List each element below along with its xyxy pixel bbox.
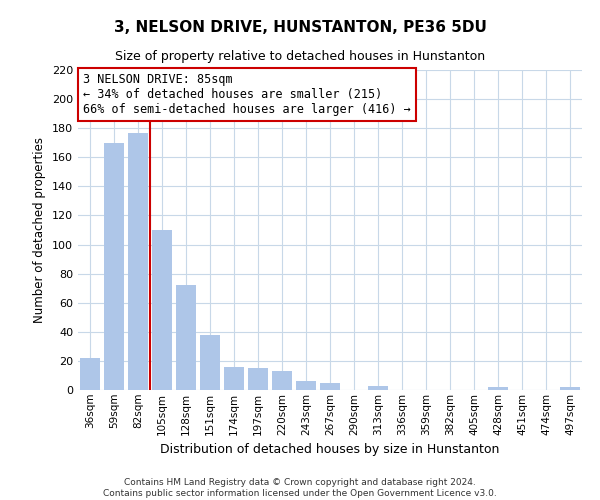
Text: 3 NELSON DRIVE: 85sqm
← 34% of detached houses are smaller (215)
66% of semi-det: 3 NELSON DRIVE: 85sqm ← 34% of detached … <box>83 73 411 116</box>
Bar <box>368 386 388 390</box>
Bar <box>248 368 268 390</box>
Bar <box>152 230 172 390</box>
Text: Size of property relative to detached houses in Hunstanton: Size of property relative to detached ho… <box>115 50 485 63</box>
Bar <box>272 371 292 390</box>
X-axis label: Distribution of detached houses by size in Hunstanton: Distribution of detached houses by size … <box>160 443 500 456</box>
Bar <box>560 387 580 390</box>
Bar <box>320 382 340 390</box>
Bar <box>224 366 244 390</box>
Bar <box>176 286 196 390</box>
Bar <box>128 132 148 390</box>
Text: 3, NELSON DRIVE, HUNSTANTON, PE36 5DU: 3, NELSON DRIVE, HUNSTANTON, PE36 5DU <box>113 20 487 35</box>
Bar <box>200 334 220 390</box>
Bar <box>104 142 124 390</box>
Bar <box>80 358 100 390</box>
Bar <box>296 382 316 390</box>
Bar <box>488 387 508 390</box>
Text: Contains HM Land Registry data © Crown copyright and database right 2024.
Contai: Contains HM Land Registry data © Crown c… <box>103 478 497 498</box>
Y-axis label: Number of detached properties: Number of detached properties <box>34 137 46 323</box>
